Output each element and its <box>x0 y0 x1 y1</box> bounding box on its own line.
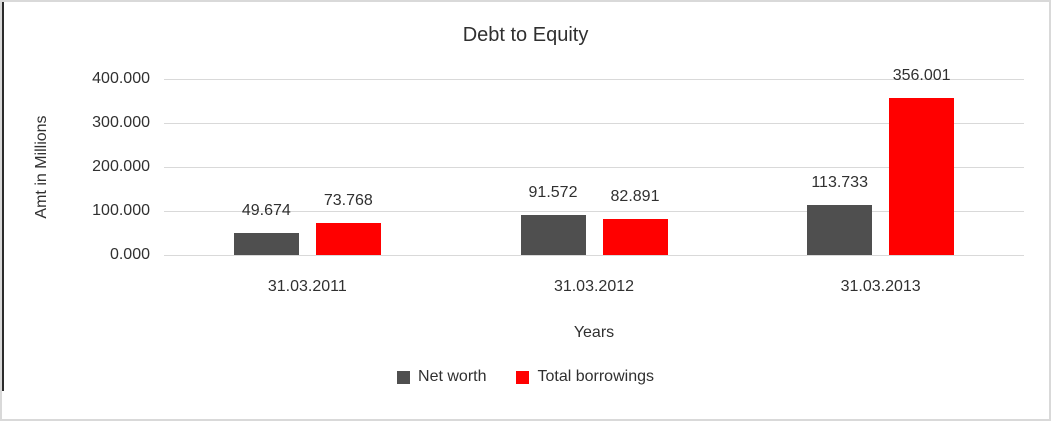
data-label: 73.768 <box>323 191 373 209</box>
legend-swatch-icon <box>397 370 411 384</box>
y-axis-tick-label: 0.000 <box>109 246 150 263</box>
legend-swatch-icon <box>516 370 530 384</box>
bar-net-worth <box>520 214 586 255</box>
data-label: 356.001 <box>892 67 951 85</box>
gridline <box>164 122 1024 124</box>
data-label: 113.733 <box>811 173 868 191</box>
chart-title: Debt to Equity <box>462 24 589 46</box>
document-table-left-border <box>2 2 4 391</box>
gridline <box>164 254 1024 256</box>
legend-label: Total borrowings <box>537 368 654 385</box>
bar-net-worth <box>807 204 873 255</box>
x-axis-category-label: 31.03.2011 <box>267 278 347 295</box>
legend-item-net-worth: Net worth <box>397 368 486 386</box>
y-axis-title: Amt in Millions <box>33 115 50 219</box>
data-label: 91.572 <box>528 183 578 201</box>
data-label: 82.891 <box>610 187 660 205</box>
x-axis-category-label: 31.03.2013 <box>840 278 921 295</box>
x-axis-title: Years <box>573 324 615 341</box>
x-axis-category-label: 31.03.2012 <box>553 278 635 295</box>
y-axis-tick-label: 100.000 <box>92 202 150 219</box>
bar-total-borrowings <box>315 222 381 255</box>
bar-total-borrowings <box>602 218 668 255</box>
chart-legend: Net worth Total borrowings <box>2 368 1049 386</box>
bar-net-worth <box>233 233 299 255</box>
data-label: 49.674 <box>241 202 291 220</box>
y-axis-tick-label: 400.000 <box>92 70 150 87</box>
gridline <box>164 78 1024 80</box>
y-axis-tick-label: 200.000 <box>92 158 150 175</box>
y-axis-tick-label: 300.000 <box>92 114 150 131</box>
gridline <box>164 210 1024 212</box>
gridline <box>164 166 1024 168</box>
legend-item-total-borrowings: Total borrowings <box>516 368 654 386</box>
bar-total-borrowings <box>889 98 955 255</box>
legend-label: Net worth <box>418 368 487 385</box>
